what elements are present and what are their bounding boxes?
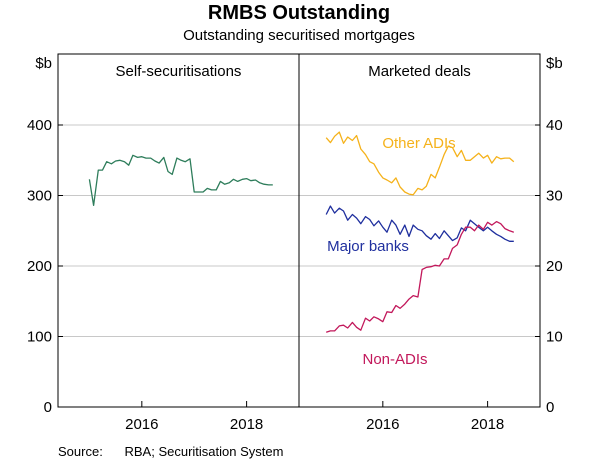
y-tick-label-left-2: 200 <box>27 258 52 275</box>
source-text: RBA; Securitisation System <box>124 444 284 459</box>
y-unit-label-left: $b <box>35 55 52 72</box>
series-label-other-adis: Other ADIs <box>382 135 455 152</box>
source-note: Source: RBA; Securitisation System <box>58 444 283 460</box>
y-tick-label-left-1: 100 <box>27 329 52 346</box>
y-tick-label-right-2: 20 <box>546 258 563 275</box>
y-tick-label-left-4: 400 <box>27 117 52 134</box>
x-tick-label-p0-0: 2016 <box>125 416 158 433</box>
y-tick-label-right-3: 30 <box>546 188 563 205</box>
series-layer <box>88 131 515 333</box>
y-tick-label-left-3: 300 <box>27 188 52 205</box>
panel-title-0: Self-securitisations <box>116 63 242 80</box>
grid-layer <box>58 124 540 337</box>
series-line-other-adis <box>325 131 515 196</box>
series-label-non-adis: Non-ADIs <box>362 351 427 368</box>
x-tick-label-p1-0: 2016 <box>366 416 399 433</box>
panel-title-1: Marketed deals <box>368 63 471 80</box>
series-line-non-adis <box>325 220 515 333</box>
y-tick-label-right-0: 0 <box>546 399 554 416</box>
source-label: Source: <box>58 444 103 459</box>
y-tick-label-right-4: 40 <box>546 117 563 134</box>
chart-subtitle: Outstanding securitised mortgages <box>183 27 415 44</box>
series-line-major-banks <box>325 205 514 242</box>
frame-layer <box>57 53 541 408</box>
x-tick-label-p0-1: 2018 <box>230 416 263 433</box>
y-tick-label-right-1: 10 <box>546 329 563 346</box>
series-label-major-banks: Major banks <box>327 238 409 255</box>
y-unit-label-right: $b <box>546 55 563 72</box>
series-line-self-securitisations <box>88 154 273 207</box>
y-tick-label-left-0: 0 <box>44 399 52 416</box>
x-tick-label-p1-1: 2018 <box>471 416 504 433</box>
chart-title: RMBS Outstanding <box>207 2 391 24</box>
